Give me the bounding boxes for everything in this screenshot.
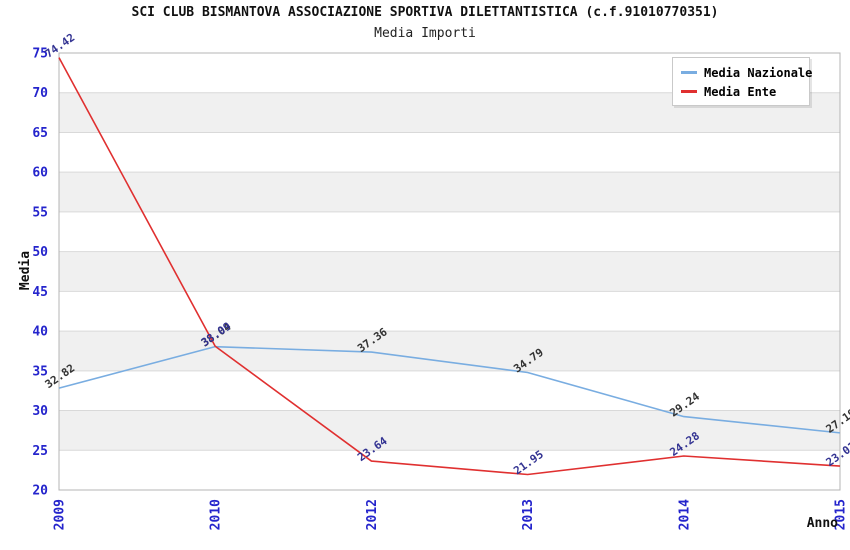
x-tick-label: 2012 — [365, 499, 380, 530]
x-axis-title: Anno — [806, 516, 838, 531]
y-tick-label: 65 — [32, 126, 48, 141]
plot-band — [59, 291, 840, 332]
plot-band — [59, 132, 840, 173]
y-tick-label: 35 — [32, 364, 48, 379]
y-tick-label: 45 — [32, 285, 48, 300]
legend-swatch-media-nazionale-icon — [681, 71, 697, 74]
plot-band — [59, 370, 840, 411]
chart-subtitle: Media Importi — [374, 26, 476, 41]
x-tick-label: 2010 — [209, 499, 224, 530]
plot-band — [59, 211, 840, 252]
y-tick-label: 70 — [32, 86, 48, 101]
plot-band — [59, 450, 840, 490]
x-tick-label: 2009 — [53, 499, 68, 530]
legend: Media Nazionale Media Ente — [672, 57, 813, 106]
plot-band — [59, 172, 840, 212]
y-tick-label: 75 — [32, 47, 48, 62]
x-tick-label: 2015 — [834, 499, 849, 530]
legend-item-media-ente: Media Ente — [681, 82, 809, 101]
plot-band — [59, 331, 840, 371]
x-tick-label: 2013 — [521, 499, 536, 530]
plot-border — [58, 52, 841, 491]
legend-item-media-nazionale: Media Nazionale — [681, 63, 813, 82]
y-tick-label: 25 — [32, 444, 48, 459]
y-tick-label: 55 — [32, 205, 48, 220]
series-line-media-nazionale — [58, 345, 841, 434]
y-tick-label: 40 — [32, 325, 48, 340]
y-tick-label: 30 — [32, 404, 48, 419]
legend-label-media-ente: Media Ente — [704, 84, 777, 99]
y-tick-label: 20 — [32, 484, 48, 499]
series-line-media-ente — [58, 57, 841, 476]
plot-band — [59, 410, 840, 451]
x-tick-label: 2014 — [677, 499, 692, 530]
plot-band — [59, 251, 840, 292]
y-tick-label: 50 — [32, 245, 48, 260]
legend-swatch-media-ente-icon — [681, 90, 697, 93]
y-tick-label: 60 — [32, 166, 48, 181]
y-axis-title: Media — [18, 250, 34, 291]
legend-label-media-nazionale: Media Nazionale — [704, 65, 813, 80]
chart-title: SCI CLUB BISMANTOVA ASSOCIAZIONE SPORTIV… — [131, 5, 719, 20]
